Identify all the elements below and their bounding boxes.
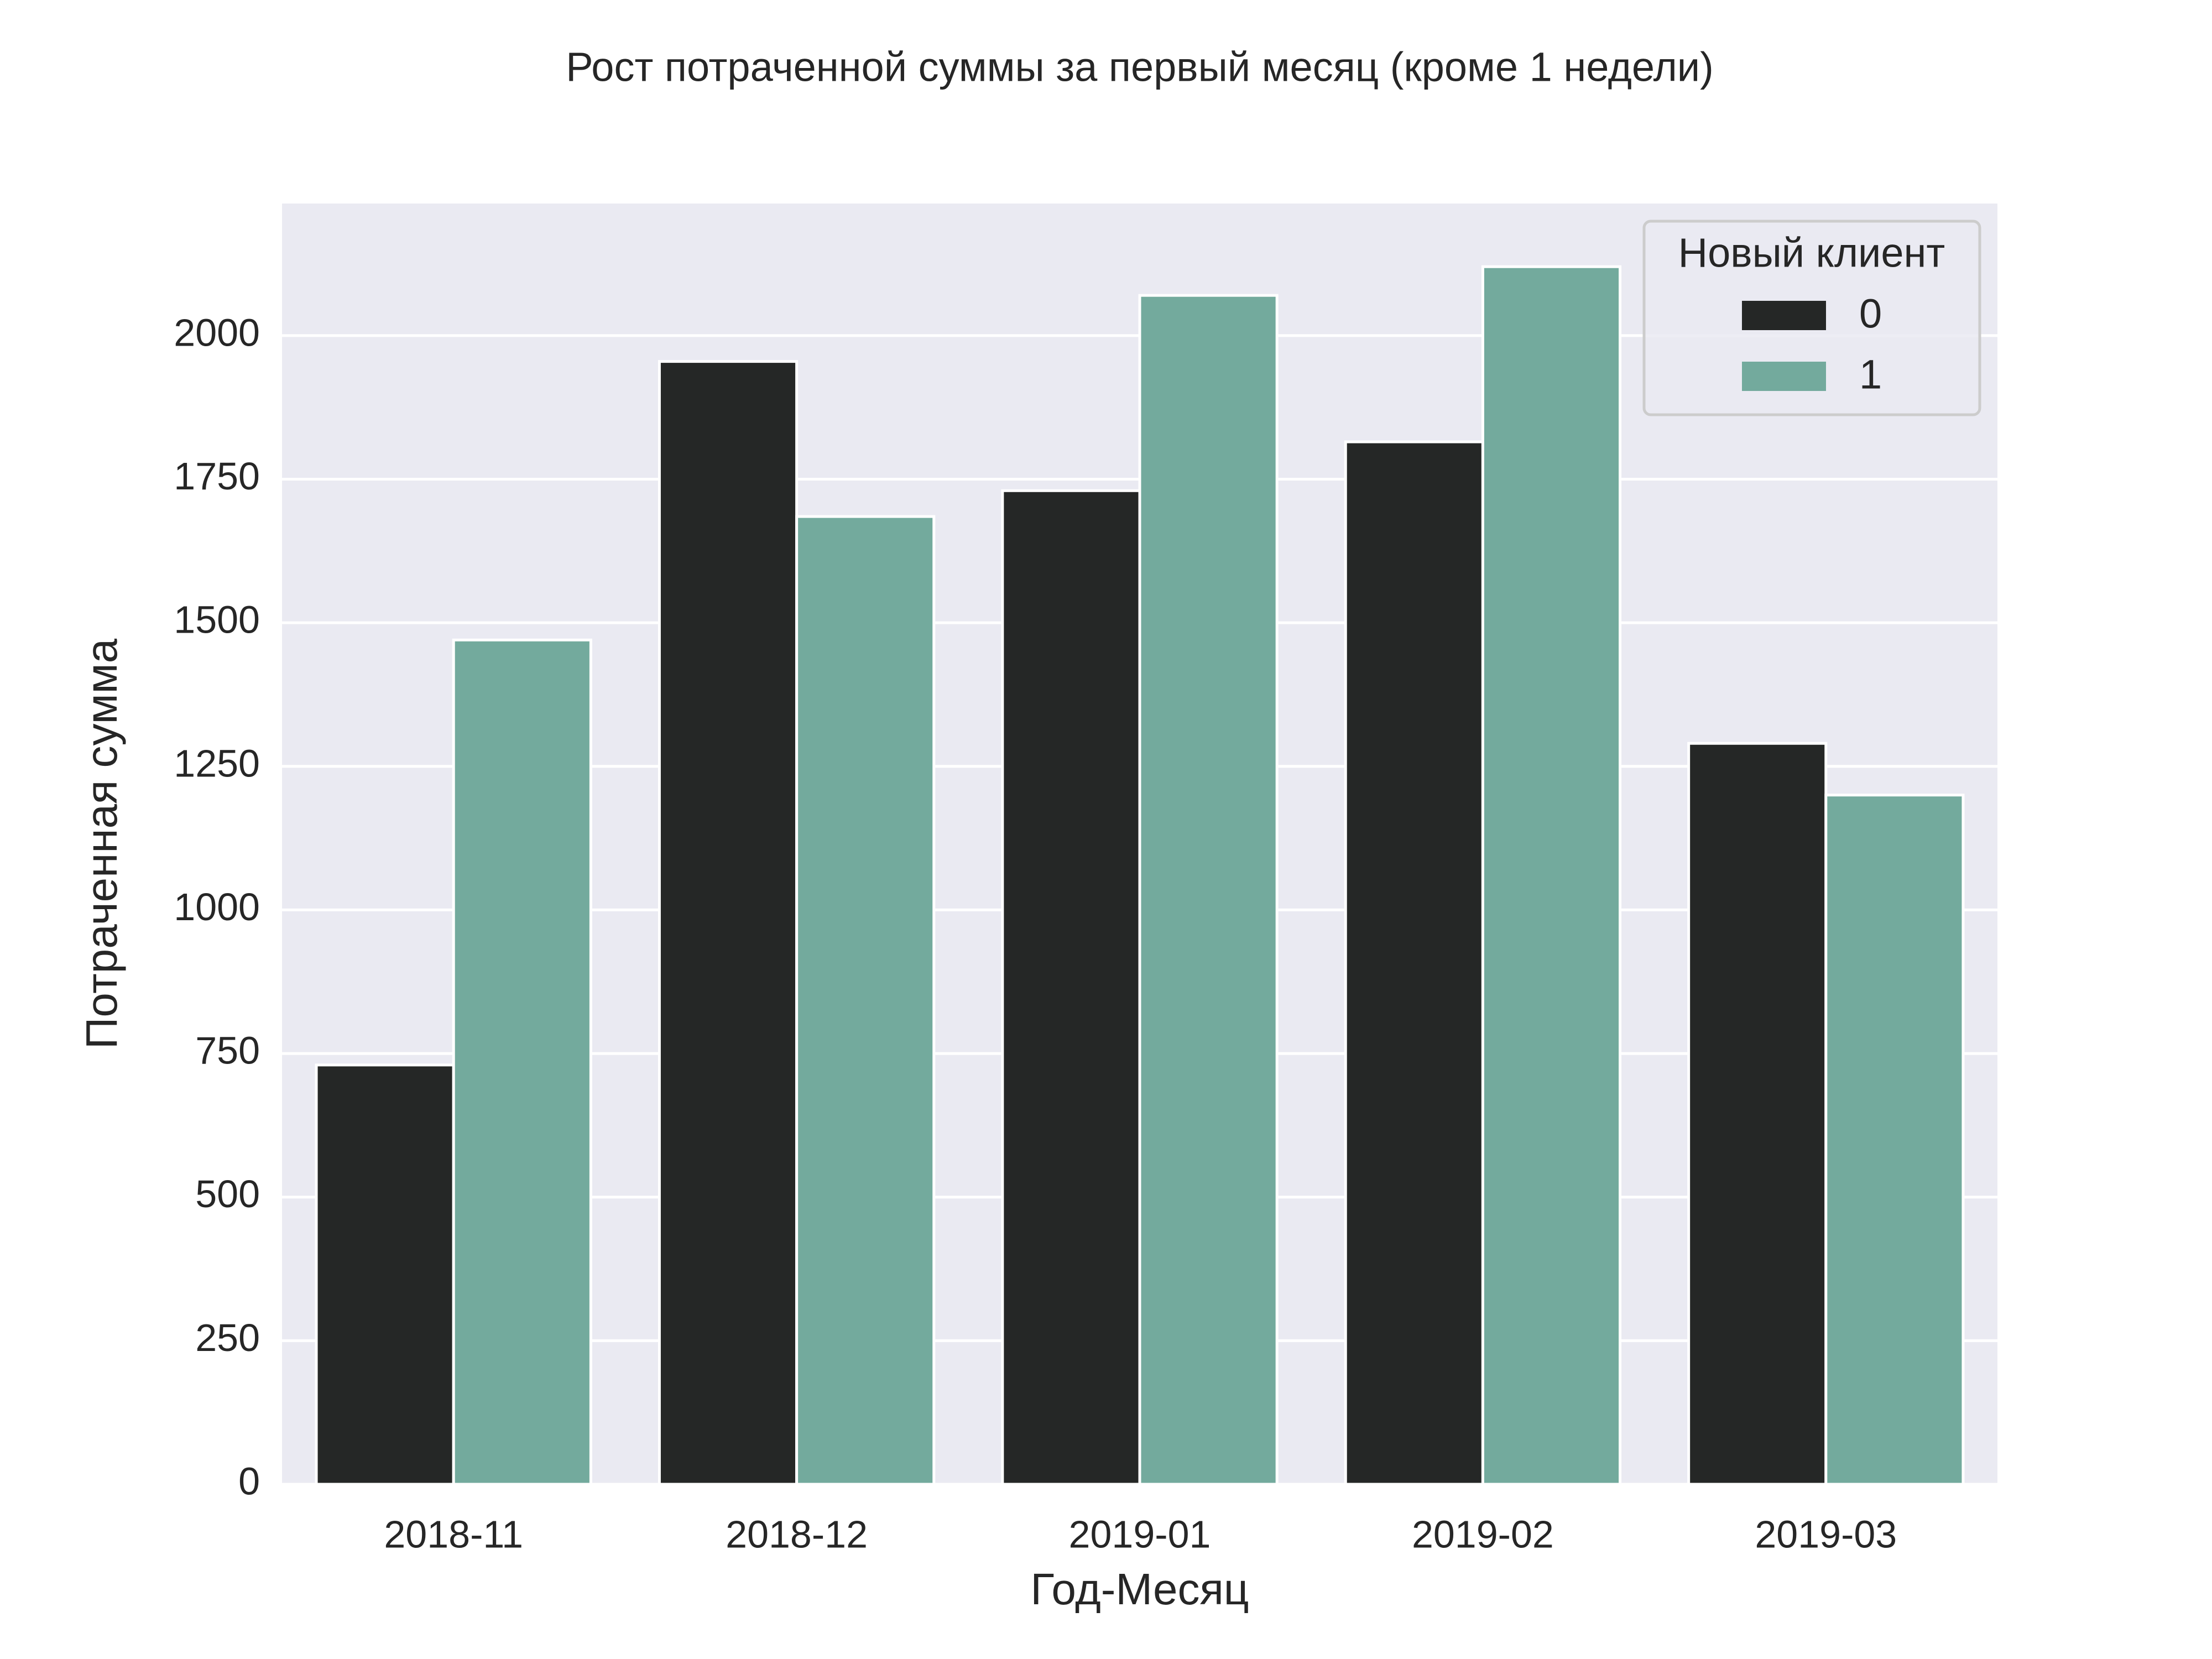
y-tick-label: 1000	[174, 885, 260, 928]
bar-2018-11-series-0	[315, 1063, 455, 1486]
legend-swatch-1	[1742, 362, 1826, 391]
y-tick-label: 1750	[174, 455, 260, 498]
y-tick-label: 1500	[174, 598, 260, 641]
x-tick-labels: 2018-11 2018-12 2019-01 2019-02 2019-03	[384, 1512, 1897, 1556]
bar-2018-12-series-0	[658, 360, 799, 1486]
bar-2019-02-series-1	[1481, 265, 1622, 1486]
chart-title: Рост потраченной суммы за первый месяц (…	[566, 44, 1714, 90]
x-tick-label: 2018-12	[726, 1512, 868, 1556]
bar-2018-12-series-1	[795, 515, 936, 1486]
legend-title: Новый клиент	[1678, 230, 1945, 276]
y-tick-label: 750	[195, 1029, 260, 1072]
bar-2019-03-series-1	[1824, 794, 1965, 1486]
y-tick-label: 2000	[174, 311, 260, 354]
bar-2019-01-series-1	[1138, 294, 1279, 1486]
legend: Новый клиент 0 1	[1642, 220, 1981, 416]
bar-2019-01-series-0	[1001, 489, 1141, 1486]
y-tick-label: 0	[238, 1459, 260, 1503]
y-tick-label: 250	[195, 1316, 260, 1359]
x-tick-label: 2018-11	[384, 1512, 523, 1556]
legend-swatch-0	[1742, 301, 1826, 330]
y-axis-label: Потраченная сумма	[77, 638, 126, 1049]
bars	[315, 265, 1965, 1486]
bar-2019-02-series-0	[1344, 440, 1484, 1486]
x-tick-label: 2019-01	[1069, 1512, 1211, 1556]
legend-label-0: 0	[1859, 291, 1882, 337]
bar-2019-03-series-0	[1687, 742, 1828, 1486]
y-tick-label: 1250	[174, 742, 260, 785]
x-axis-label: Год-Месяц	[1030, 1564, 1249, 1614]
x-tick-label: 2019-02	[1412, 1512, 1554, 1556]
bar-2018-11-series-1	[452, 638, 592, 1486]
x-tick-label: 2019-03	[1755, 1512, 1897, 1556]
y-tick-label: 500	[195, 1172, 260, 1215]
legend-label-1: 1	[1859, 352, 1882, 398]
y-tick-labels: 0 250 500 750 1000 1250 1500 1750 2000	[174, 311, 260, 1503]
